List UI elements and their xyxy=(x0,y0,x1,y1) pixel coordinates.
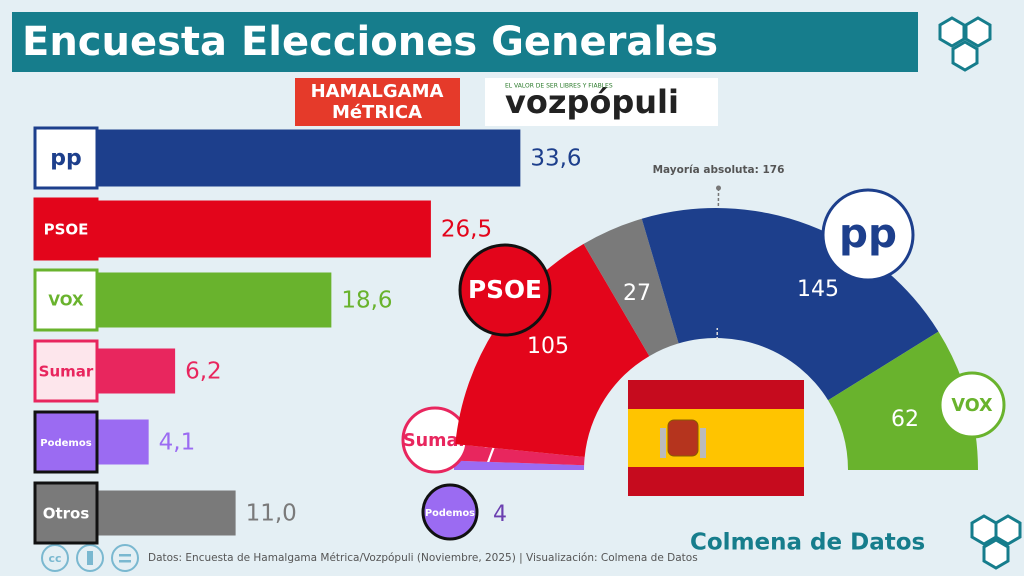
party-logo xyxy=(33,410,99,474)
party-name: VOX xyxy=(951,396,993,416)
party-logo xyxy=(33,268,99,332)
party-name: Sumar xyxy=(39,363,94,381)
value-label: 11,0 xyxy=(246,501,297,527)
party-name: Sumar xyxy=(403,431,467,451)
party-name: PSOE xyxy=(468,275,542,304)
party-name: Podemos xyxy=(425,508,475,519)
bar xyxy=(97,129,521,187)
majority-label: Mayoría absoluta: 176 xyxy=(653,164,785,176)
nd-bar xyxy=(119,554,131,557)
party-logo xyxy=(458,243,552,337)
majority-dot xyxy=(716,185,722,191)
party-name: Podemos xyxy=(40,438,91,449)
party-name: pp xyxy=(839,209,897,257)
media-logo xyxy=(485,78,718,126)
bar xyxy=(97,200,431,258)
seat-segment xyxy=(828,331,978,470)
value-label: 18,6 xyxy=(341,288,392,314)
by-figure xyxy=(87,551,93,565)
seat-label: 105 xyxy=(527,334,569,359)
bar xyxy=(97,272,332,328)
party-logo xyxy=(33,339,99,403)
title-bar xyxy=(12,12,918,72)
seat-label: 7 xyxy=(483,443,497,468)
pollster-logo xyxy=(295,78,460,126)
value-label: 6,2 xyxy=(185,359,222,385)
party-name: VOX xyxy=(48,292,84,310)
party-name: PSOE xyxy=(44,221,89,239)
party-logo xyxy=(33,126,99,190)
media-name: vozpópuli xyxy=(505,83,679,121)
bar xyxy=(97,419,149,465)
seat-label: 62 xyxy=(891,407,919,432)
party-logo xyxy=(938,371,1006,439)
value-label: 4,1 xyxy=(159,430,196,456)
value-label: 33,6 xyxy=(530,146,581,172)
value-label: 26,5 xyxy=(441,217,492,243)
brand: Colmena de Datos xyxy=(690,530,925,556)
party-logo xyxy=(821,188,915,282)
seat-label: 145 xyxy=(797,277,839,302)
bar xyxy=(97,490,236,536)
party-logo xyxy=(33,481,99,545)
party-logo xyxy=(33,197,99,261)
party-name: Otros xyxy=(43,505,90,523)
hex-logo xyxy=(938,16,992,72)
seat-segment xyxy=(454,460,585,470)
seat-segment xyxy=(454,444,585,466)
media-tagline: EL VALOR DE SER LIBRES Y FIABLES xyxy=(505,83,613,90)
by-icon xyxy=(76,544,104,572)
seat-label: 4 xyxy=(493,502,507,527)
party-logo xyxy=(421,483,479,541)
party-name: pp xyxy=(50,146,82,171)
source: Datos: Encuesta de Hamalgama Métrica/Voz… xyxy=(148,552,698,564)
license-icon xyxy=(41,544,69,572)
spain-flag xyxy=(628,380,804,496)
license-text: cc xyxy=(48,552,61,565)
brand-hex xyxy=(970,514,1022,570)
seat-segment xyxy=(455,243,650,457)
seat-label: 27 xyxy=(623,281,651,306)
nd-bar xyxy=(119,560,131,563)
pollster-name: HAMALGAMA xyxy=(311,81,444,102)
title: Encuesta Elecciones Generales xyxy=(22,19,718,65)
pollster-name: MéTRICA xyxy=(332,102,422,123)
nd-icon xyxy=(111,544,139,572)
seat-segment xyxy=(583,218,679,357)
bar xyxy=(97,348,176,394)
